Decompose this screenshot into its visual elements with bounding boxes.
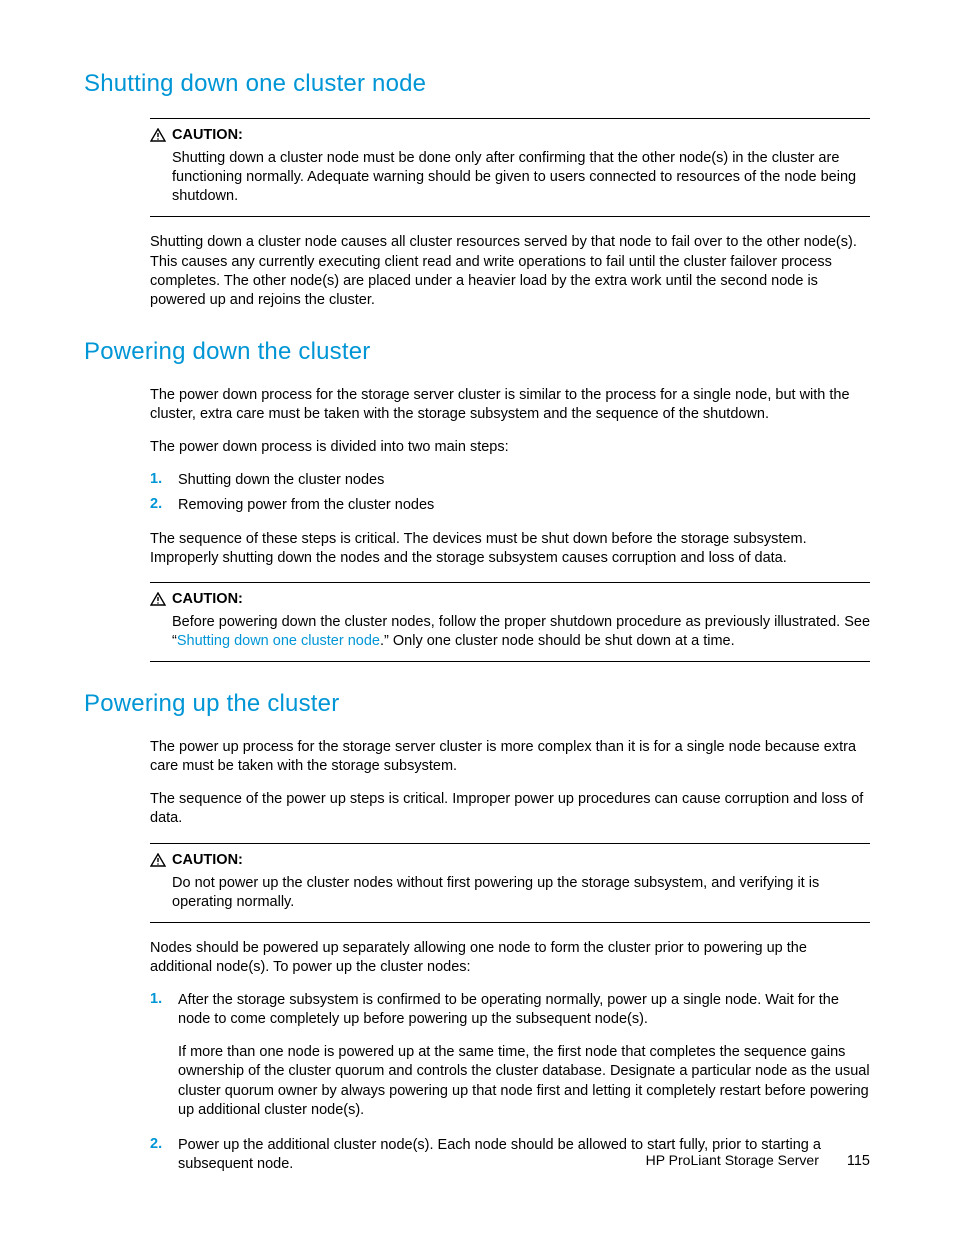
caution-triangle-icon xyxy=(150,853,166,867)
caution-label: CAUTION: xyxy=(172,127,243,143)
list-number: 2. xyxy=(150,496,178,515)
caution-box: CAUTION: Shutting down a cluster node mu… xyxy=(150,118,870,217)
caution-header: CAUTION: xyxy=(150,127,870,143)
section-shutting-down: Shutting down one cluster node CAUTION: … xyxy=(84,70,870,310)
list-text-b: If more than one node is powered up at t… xyxy=(178,1043,870,1120)
caution-label: CAUTION: xyxy=(172,591,243,607)
caution-box: CAUTION: Do not power up the cluster nod… xyxy=(150,843,870,923)
caution-box: CAUTION: Before powering down the cluste… xyxy=(150,582,870,662)
list-item: 1. Shutting down the cluster nodes xyxy=(150,471,870,490)
page-content: Shutting down one cluster node CAUTION: … xyxy=(0,0,954,1242)
caution-header: CAUTION: xyxy=(150,852,870,868)
caution-header: CAUTION: xyxy=(150,591,870,607)
heading-powering-up: Powering up the cluster xyxy=(84,690,870,718)
content-block: The power down process for the storage s… xyxy=(150,386,870,662)
caution-triangle-icon xyxy=(150,128,166,142)
list-number: 1. xyxy=(150,991,178,1120)
list-number: 2. xyxy=(150,1136,178,1174)
list-item: 1. After the storage subsystem is confir… xyxy=(150,991,870,1120)
heading-powering-down: Powering down the cluster xyxy=(84,338,870,366)
caution-triangle-icon xyxy=(150,592,166,606)
caution-text: Shutting down a cluster node must be don… xyxy=(150,149,870,206)
page-footer: HP ProLiant Storage Server 115 xyxy=(646,1152,870,1169)
body-paragraph: The power down process for the storage s… xyxy=(150,386,870,424)
body-paragraph: Shutting down a cluster node causes all … xyxy=(150,233,870,310)
footer-doc-title: HP ProLiant Storage Server xyxy=(646,1152,819,1168)
caution-text: Do not power up the cluster nodes withou… xyxy=(150,874,870,912)
list-text-a: After the storage subsystem is confirmed… xyxy=(178,992,839,1027)
section-powering-down: Powering down the cluster The power down… xyxy=(84,338,870,662)
list-text: Removing power from the cluster nodes xyxy=(178,496,870,515)
ordered-list: 1. After the storage subsystem is confir… xyxy=(150,991,870,1174)
body-paragraph: The sequence of these steps is critical.… xyxy=(150,530,870,568)
caution-label: CAUTION: xyxy=(172,852,243,868)
ordered-list: 1. Shutting down the cluster nodes 2. Re… xyxy=(150,471,870,515)
caution-suffix: .” Only one cluster node should be shut … xyxy=(380,633,735,649)
body-paragraph: Nodes should be powered up separately al… xyxy=(150,939,870,977)
footer-page-number: 115 xyxy=(847,1153,870,1169)
list-text: After the storage subsystem is confirmed… xyxy=(178,991,870,1120)
body-paragraph: The power up process for the storage ser… xyxy=(150,738,870,776)
section-powering-up: Powering up the cluster The power up pro… xyxy=(84,690,870,1174)
list-item: 2. Removing power from the cluster nodes xyxy=(150,496,870,515)
list-text: Shutting down the cluster nodes xyxy=(178,471,870,490)
content-block: CAUTION: Shutting down a cluster node mu… xyxy=(150,118,870,310)
body-paragraph: The power down process is divided into t… xyxy=(150,438,870,457)
caution-text: Before powering down the cluster nodes, … xyxy=(150,613,870,651)
content-block: The power up process for the storage ser… xyxy=(150,738,870,1174)
body-paragraph: The sequence of the power up steps is cr… xyxy=(150,790,870,828)
list-number: 1. xyxy=(150,471,178,490)
heading-shutting-down: Shutting down one cluster node xyxy=(84,70,870,98)
cross-reference-link[interactable]: Shutting down one cluster node xyxy=(177,633,380,649)
